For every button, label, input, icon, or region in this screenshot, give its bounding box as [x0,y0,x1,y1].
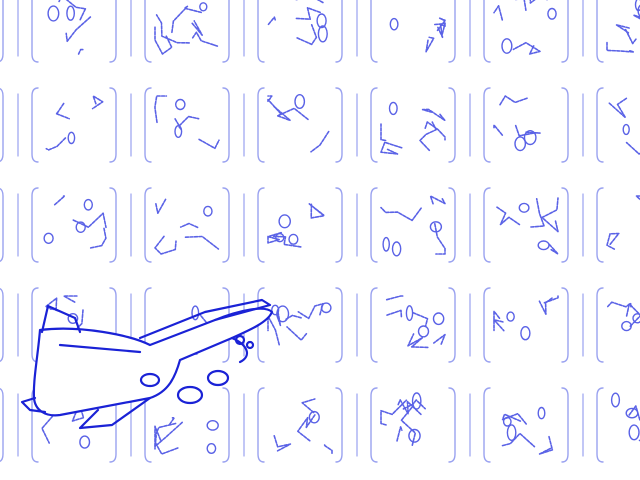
maze-glyph-icon [582,387,640,463]
maze-glyph-icon [582,187,640,263]
maze-glyph-icon [0,287,4,363]
airplane-tail-lower [20,396,47,414]
airplane-tail [40,304,82,334]
maze-glyph-icon [0,187,4,263]
maze-glyph-icon [0,387,4,463]
airplane-gear-1 [234,334,246,346]
maze-glyph-icon [469,387,569,463]
maze-glyph-icon [469,87,569,163]
airplane-engine-2 [206,369,230,387]
maze-glyph-icon [17,87,117,163]
maze-glyph-icon [469,0,569,63]
maze-glyph-icon [130,87,230,163]
maze-glyph-icon [0,87,4,163]
airplane-engine-3 [139,372,161,388]
maze-glyph-icon [130,187,230,263]
airplane-fuselage [32,307,274,417]
maze-glyph-icon [17,187,117,263]
maze-glyph-icon [356,87,456,163]
airplane-wing-lower [78,396,152,430]
maze-glyph-icon [582,87,640,163]
maze-glyph-icon [356,187,456,263]
maze-glyph-icon [356,287,456,363]
maze-glyph-icon [243,187,343,263]
maze-glyph-icon [469,187,569,263]
maze-glyph-icon [356,387,456,463]
maze-glyph-icon [243,87,343,163]
maze-glyph-icon [130,0,230,63]
maze-glyph-icon [469,287,569,363]
airplane-engine-1 [176,385,204,405]
maze-glyph-icon [582,287,640,363]
airplane-wing-upper [138,298,272,340]
airplane-window-line [58,343,142,354]
maze-glyph-icon [243,0,343,63]
maze-glyph-icon [356,0,456,63]
maze-glyph-icon [0,0,4,63]
maze-glyph-icon [582,0,640,63]
maze-glyph-icon [17,0,117,63]
maze-glyph-icon [243,387,343,463]
airplane-gear-2 [245,340,255,350]
